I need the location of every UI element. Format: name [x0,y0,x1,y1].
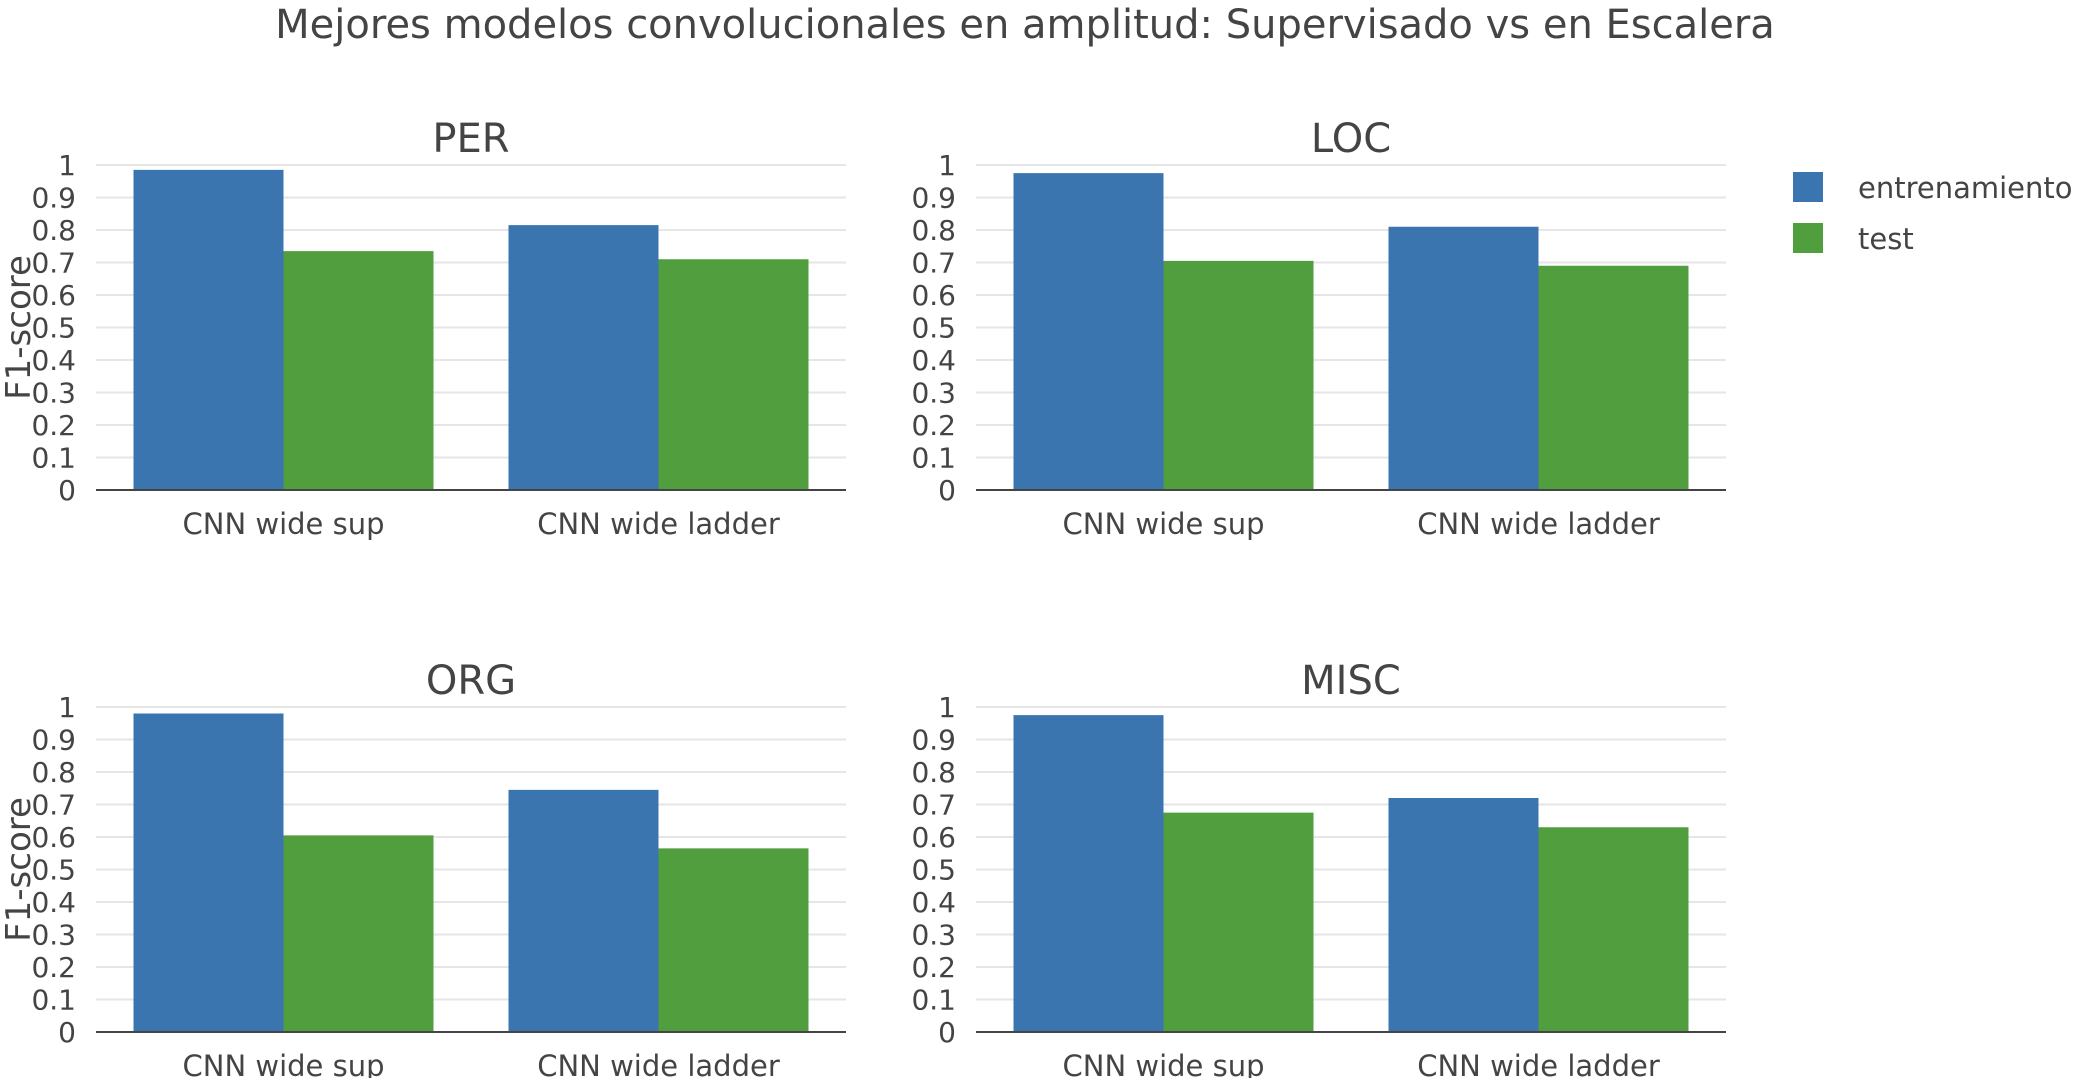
x-tick-label: CNN wide sup [183,1049,385,1078]
y-tick-label: 0.5 [911,312,956,345]
y-tick-label: 0.3 [31,919,76,952]
y-tick-label: 0.9 [31,724,76,757]
bar-org-cnn-wide-sup-entrenamiento [133,713,284,1032]
x-tick-label: CNN wide ladder [1417,507,1660,541]
subplot-loc: 00.10.20.30.40.50.60.70.80.91 CNN wide su… [911,116,1726,541]
legend-swatch-entrenamiento [1793,172,1823,202]
bar-loc-cnn-wide-sup-test [1163,260,1314,490]
y-tick-label: 0.5 [911,854,956,887]
subplot-org: 00.10.20.30.40.50.60.70.80.91 CNN wide su… [0,658,846,1078]
y-tick-label: 0.6 [31,821,76,854]
bar-loc-cnn-wide-sup-entrenamiento [1013,173,1164,490]
y-tick-label: 0.4 [911,886,956,919]
y-tick-label: 0.8 [911,214,956,247]
y-tick-label: 0 [938,1016,956,1049]
chart-title: Mejores modelos convolucionales en ampli… [275,2,1775,48]
y-tick-label: 0.9 [911,724,956,757]
x-tick-label: CNN wide ladder [1417,1049,1660,1078]
y-tick-label: 0.6 [911,279,956,312]
y-tick-label: 0.4 [31,344,76,377]
subplot-title: MISC [1301,658,1401,704]
bar-misc-cnn-wide-sup-test [1163,812,1314,1032]
bar-misc-cnn-wide-ladder-test [1538,827,1689,1032]
x-tick-label: CNN wide ladder [537,507,780,541]
bar-org-cnn-wide-ladder-test [658,848,809,1032]
y-axis-label: F1-score [0,797,39,942]
y-tick-label: 0.6 [911,821,956,854]
y-tick-label: 0.5 [31,312,76,345]
y-tick-label: 0.9 [31,182,76,215]
y-tick-label: 0.1 [31,984,76,1017]
legend-label-test: test [1858,222,1914,256]
bar-per-cnn-wide-ladder-entrenamiento [508,225,659,490]
y-tick-label: 0 [58,1016,76,1049]
y-tick-label: 0.4 [31,886,76,919]
y-tick-label: 0.3 [911,377,956,410]
bar-loc-cnn-wide-ladder-entrenamiento [1388,226,1539,490]
y-tick-label: 0.8 [31,214,76,247]
y-tick-label: 0.4 [911,344,956,377]
y-tick-label: 0.2 [31,409,76,442]
legend: entrenamiento test [1793,171,2073,256]
bar-org-cnn-wide-ladder-entrenamiento [508,789,659,1032]
y-tick-label: 0.1 [31,442,76,475]
subplot-title: LOC [1311,116,1391,162]
y-tick-label: 1 [58,149,76,182]
subplot-misc: 00.10.20.30.40.50.60.70.80.91 CNN wide su… [911,658,1726,1078]
y-tick-label: 1 [938,691,956,724]
y-tick-label: 0.3 [911,919,956,952]
legend-swatch-test [1793,223,1823,253]
y-tick-label: 0.2 [31,951,76,984]
bar-loc-cnn-wide-ladder-test [1538,265,1689,490]
y-tick-label: 1 [58,691,76,724]
y-tick-label: 0.1 [911,442,956,475]
y-tick-label: 0.7 [911,789,956,822]
y-tick-label: 0.1 [911,984,956,1017]
bar-per-cnn-wide-ladder-test [658,259,809,490]
subplot-title: ORG [426,658,516,704]
y-tick-label: 0.8 [31,756,76,789]
y-tick-label: 0.9 [911,182,956,215]
bar-misc-cnn-wide-ladder-entrenamiento [1388,798,1539,1032]
y-tick-label: 0.3 [31,377,76,410]
legend-label-entrenamiento: entrenamiento [1858,171,2073,205]
bar-misc-cnn-wide-sup-entrenamiento [1013,715,1164,1032]
x-tick-label: CNN wide ladder [537,1049,780,1078]
y-tick-label: 0 [58,474,76,507]
y-tick-label: 0.7 [911,247,956,280]
bar-org-cnn-wide-sup-test [283,835,434,1032]
y-tick-label: 1 [938,149,956,182]
x-tick-label: CNN wide sup [1063,1049,1265,1078]
y-tick-label: 0.2 [911,409,956,442]
y-tick-label: 0 [938,474,956,507]
x-tick-label: CNN wide sup [1063,507,1265,541]
x-tick-label: CNN wide sup [183,507,385,541]
y-tick-label: 0.5 [31,854,76,887]
y-tick-label: 0.7 [31,247,76,280]
y-tick-label: 0.7 [31,789,76,822]
y-tick-label: 0.6 [31,279,76,312]
y-tick-label: 0.2 [911,951,956,984]
subplot-title: PER [432,116,509,162]
bar-per-cnn-wide-sup-test [283,251,434,490]
y-tick-label: 0.8 [911,756,956,789]
bar-per-cnn-wide-sup-entrenamiento [133,169,284,490]
subplot-per: 00.10.20.30.40.50.60.70.80.91 CNN wide su… [0,116,846,541]
y-axis-label: F1-score [0,255,39,400]
